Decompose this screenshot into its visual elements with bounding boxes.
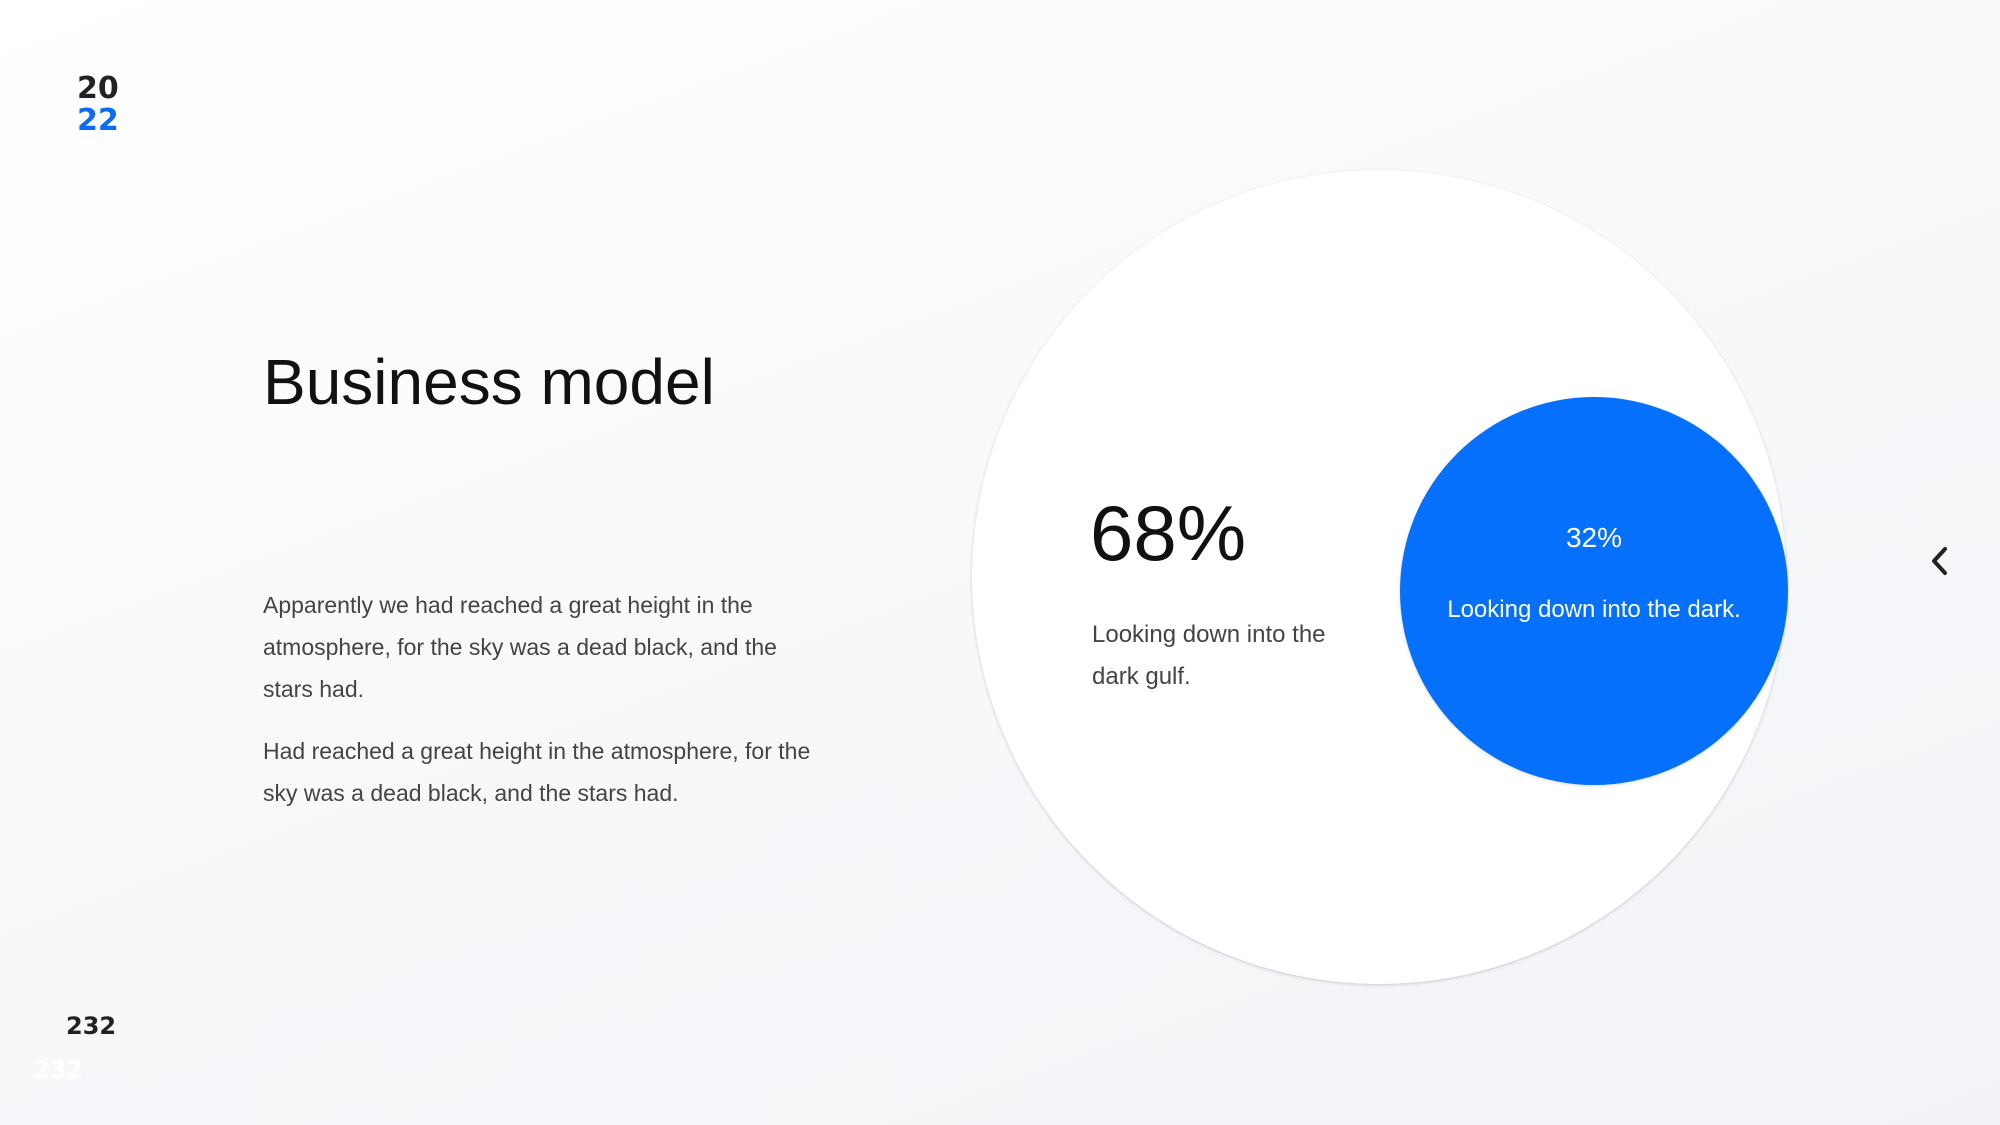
year-top: 20 bbox=[77, 71, 119, 106]
body-paragraph-2: Had reached a great height in the atmosp… bbox=[263, 738, 811, 806]
page-number: 232 bbox=[66, 1012, 117, 1040]
body-paragraph-1: Apparently we had reached a great height… bbox=[263, 592, 777, 702]
chevron-left-icon[interactable] bbox=[1925, 543, 1955, 579]
small-circle-value: 32% bbox=[1565, 522, 1623, 553]
page-number-ghost: 232 bbox=[33, 1056, 84, 1084]
year-bottom: 22 bbox=[77, 103, 119, 138]
large-circle-value: 68% bbox=[1090, 489, 1247, 577]
small-circle bbox=[1400, 397, 1788, 785]
large-circle-caption: Looking down into the dark gulf. bbox=[1092, 621, 1326, 690]
slide-title: Business model bbox=[263, 346, 715, 418]
small-circle-caption: Looking down into the dark. bbox=[1447, 596, 1741, 623]
